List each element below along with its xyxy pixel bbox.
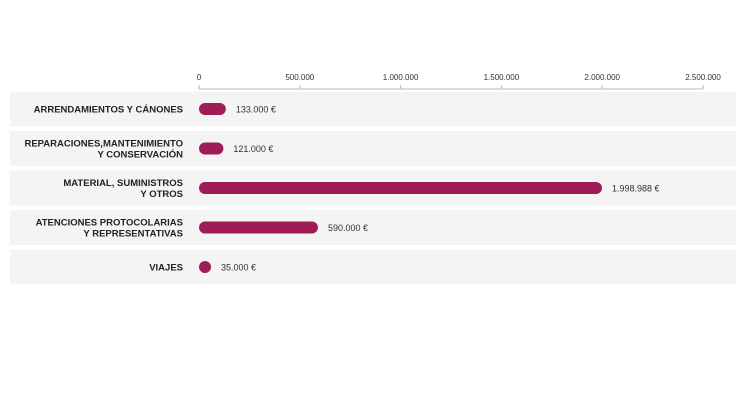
- x-axis: 0 500.000 1.000.000 1.500.000 2.000.000 2.500…: [197, 73, 721, 90]
- row-background: [10, 249, 736, 285]
- value-label: 133.000 €: [236, 105, 276, 115]
- category-labels: ARRENDAMIENTOS Y CÁNONES REPARACIONES,MAN…: [24, 105, 183, 274]
- bar: [199, 261, 211, 273]
- bar: [199, 221, 318, 234]
- category-label: REPARACIONES,MANTENIMIENTO Y CONSERVACIÓN: [24, 139, 183, 161]
- row-background: [10, 210, 736, 245]
- category-label: MATERIAL, SUMINISTROS Y OTROS: [63, 178, 183, 200]
- x-tick-label: 1.000.000: [383, 73, 419, 82]
- value-labels: 133.000 € 121.000 € 1.998.988 € 590.000 € 35…: [221, 105, 660, 273]
- row-backgrounds: [10, 91, 736, 285]
- x-tick-label: 1.500.000: [484, 73, 520, 82]
- bar: [199, 142, 224, 155]
- bar: [199, 182, 602, 194]
- category-label: ATENCIONES PROTOCOLARIAS Y REPRESENTATIVA…: [36, 218, 183, 240]
- row-background: [10, 131, 736, 166]
- x-tick-label: 0: [197, 73, 202, 82]
- row-background: [10, 91, 736, 127]
- x-tick-label: 500.000: [285, 73, 314, 82]
- category-label: ARRENDAMIENTOS Y CÁNONES: [34, 105, 183, 116]
- bars: [199, 103, 602, 273]
- value-label: 121.000 €: [233, 144, 273, 154]
- x-tick-label: 2.000.000: [584, 73, 620, 82]
- value-label: 1.998.988 €: [612, 184, 660, 194]
- value-label: 35.000 €: [221, 263, 256, 273]
- bar: [199, 103, 226, 115]
- x-tick-label: 2.500.000: [685, 73, 721, 82]
- value-label: 590.000 €: [328, 223, 368, 233]
- category-label: VIAJES: [149, 263, 183, 274]
